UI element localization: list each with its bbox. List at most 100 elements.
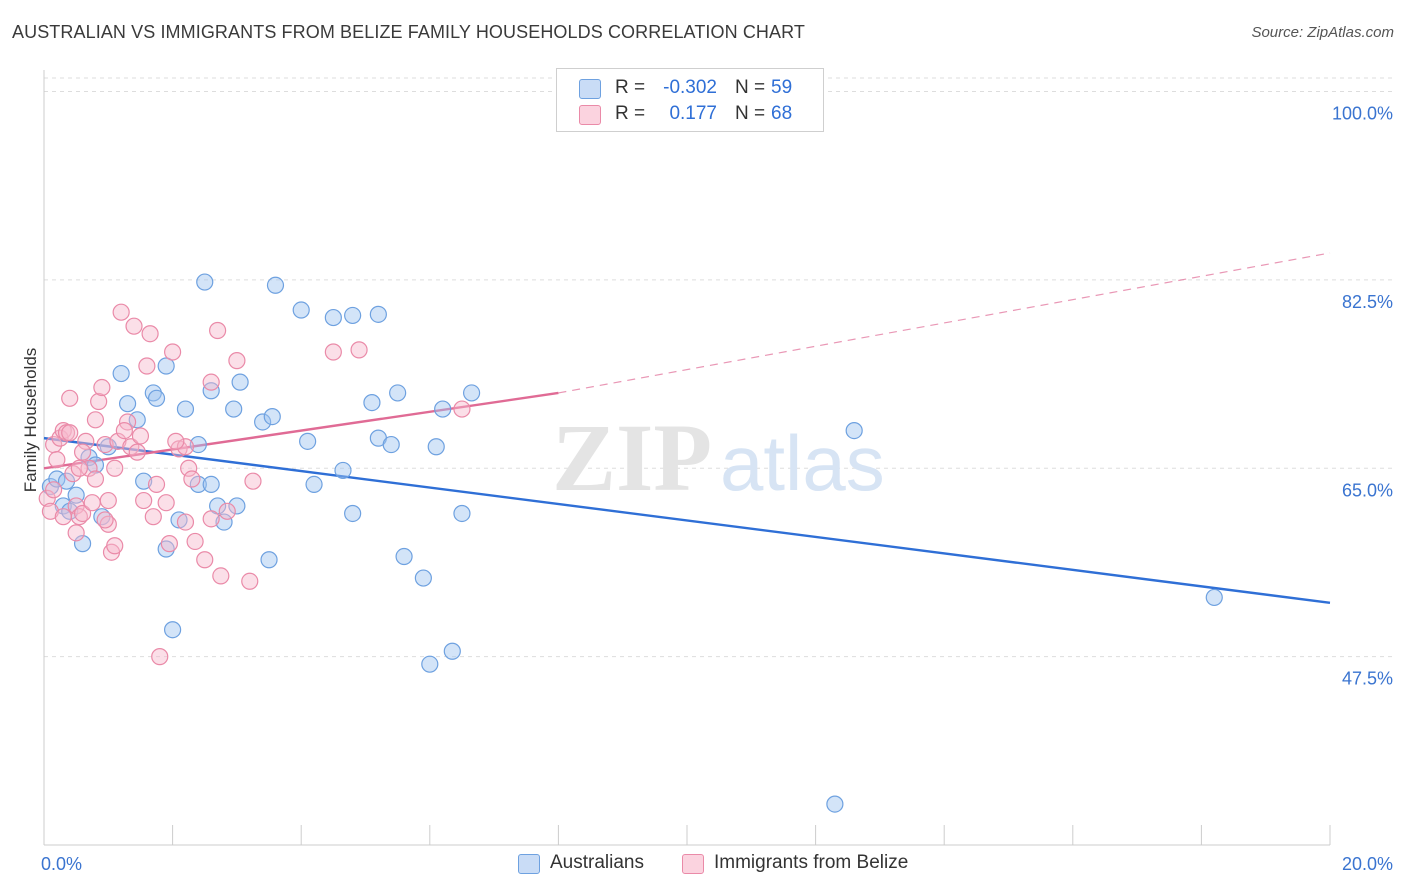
point-australians — [231, 373, 249, 391]
point-belize — [45, 481, 63, 499]
legend-n-label: N = — [735, 103, 766, 124]
point-australians — [369, 305, 387, 323]
point-belize — [77, 432, 95, 450]
legend-n-label: N = — [735, 77, 766, 98]
axes — [43, 70, 1331, 846]
legend-r-value: -0.302 — [663, 77, 717, 98]
point-australians — [462, 384, 481, 402]
point-australians — [215, 513, 233, 531]
point-australians — [443, 642, 461, 660]
y-tick-label: 65.0% — [1342, 480, 1393, 500]
point-belize — [109, 432, 127, 450]
point-australians — [421, 655, 439, 673]
point-australians — [202, 382, 220, 400]
point-belize — [186, 532, 204, 551]
point-australians — [228, 497, 246, 515]
trend-extension-belize — [558, 252, 1331, 394]
point-belize — [160, 535, 178, 553]
tick-labels: 47.5% 65.0% 82.5% 100.0% 0.0% 20.0% — [41, 104, 1393, 874]
point-belize — [147, 475, 166, 494]
point-belize — [86, 470, 105, 488]
point-belize — [80, 459, 98, 477]
y-axis-label: Family Households — [21, 348, 40, 493]
x-tick-label: 20.0% — [1342, 854, 1393, 874]
point-australians — [453, 504, 471, 523]
series-label-belize: Immigrants from Belize — [714, 852, 909, 873]
point-belize — [209, 321, 227, 340]
point-belize — [135, 491, 153, 510]
y-tick-label: 82.5% — [1342, 292, 1393, 312]
legend-swatch-australians — [579, 79, 601, 99]
point-belize — [218, 502, 236, 520]
point-belize — [128, 443, 146, 461]
point-belize — [164, 343, 182, 361]
point-belize — [61, 424, 79, 442]
point-belize — [241, 572, 259, 590]
legend-n-value: 59 — [771, 77, 793, 98]
point-australians — [254, 413, 272, 431]
point-australians — [147, 389, 166, 407]
point-belize — [212, 567, 230, 585]
point-belize — [180, 459, 198, 477]
trend-line-australians — [43, 436, 1331, 605]
grid-lines — [44, 77, 1392, 658]
legend-r-label: R = — [615, 103, 646, 124]
point-belize — [138, 357, 156, 375]
series-swatch-belize — [682, 854, 704, 874]
point-australians — [135, 472, 153, 490]
point-belize — [70, 459, 88, 477]
point-australians — [196, 273, 214, 291]
point-belize — [244, 472, 262, 490]
point-australians — [112, 364, 130, 383]
series-label-australians: Australians — [550, 852, 644, 873]
point-belize — [202, 373, 220, 391]
legend-r-value: 0.177 — [669, 103, 717, 124]
point-belize — [41, 502, 60, 520]
point-australians — [263, 407, 281, 426]
svg-text:Family Households: Family Households — [21, 348, 40, 493]
point-belize — [324, 343, 342, 361]
point-belize — [83, 494, 101, 512]
point-australians — [225, 400, 243, 418]
point-belize — [73, 504, 92, 523]
point-australians — [118, 395, 137, 413]
y-tick-label: 100.0% — [1332, 104, 1393, 124]
point-australians — [157, 540, 175, 558]
point-australians — [389, 384, 407, 402]
point-australians — [414, 569, 432, 587]
point-australians — [826, 795, 844, 813]
point-belize — [131, 427, 150, 445]
point-belize — [99, 491, 117, 510]
point-australians — [1205, 588, 1223, 607]
point-australians — [189, 435, 207, 454]
point-australians — [292, 301, 310, 319]
point-australians — [427, 438, 445, 456]
chart-title: AUSTRALIAN VS IMMIGRANTS FROM BELIZE FAM… — [12, 22, 805, 42]
correlation-legend: R = -0.302 N = 59 R = 0.177 N = 68 — [556, 68, 824, 132]
point-australians — [324, 308, 342, 327]
point-australians — [266, 276, 285, 294]
y-tick-label: 47.5% — [1342, 669, 1393, 689]
point-belize — [115, 421, 133, 440]
point-belize — [106, 459, 124, 477]
point-belize — [144, 508, 162, 526]
point-australians — [73, 535, 92, 553]
point-australians — [299, 432, 317, 450]
point-australians — [176, 400, 195, 418]
point-australians — [260, 551, 278, 569]
point-belize — [176, 513, 195, 531]
point-belize — [141, 325, 159, 343]
point-belize — [202, 510, 220, 528]
point-australians — [144, 384, 162, 402]
point-belize — [453, 400, 471, 418]
legend-swatch-belize — [579, 105, 601, 125]
point-belize — [90, 392, 108, 411]
point-belize — [151, 648, 169, 666]
point-belize — [61, 389, 79, 407]
point-belize — [54, 508, 72, 526]
point-australians — [344, 504, 362, 523]
point-belize — [228, 352, 246, 370]
point-australians — [202, 475, 220, 494]
point-belize — [86, 411, 105, 429]
point-australians — [395, 547, 413, 566]
